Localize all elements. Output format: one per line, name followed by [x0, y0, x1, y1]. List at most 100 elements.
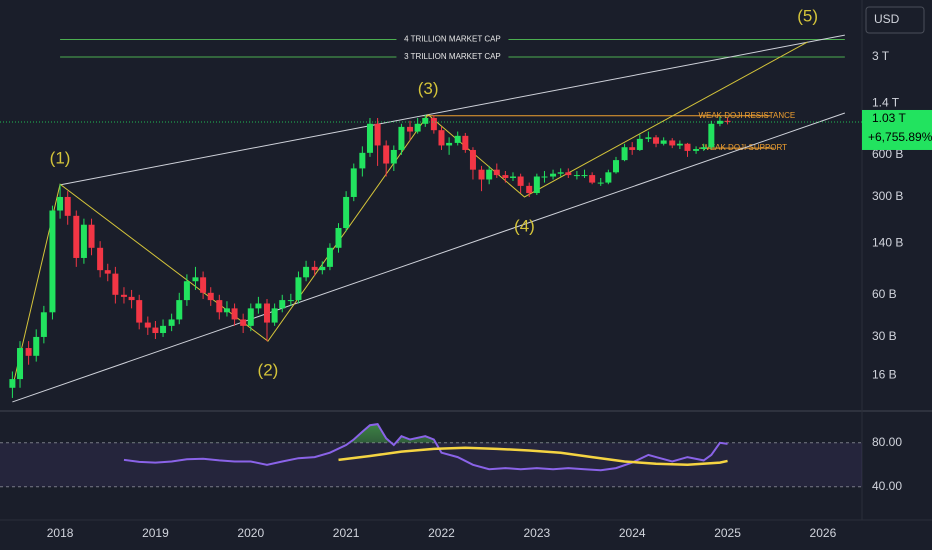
y-tick-label: 3 T — [872, 49, 890, 63]
candle-body — [49, 210, 56, 313]
wave-label: (5) — [797, 6, 818, 25]
candle-body — [255, 303, 262, 309]
x-tick-label: 2021 — [333, 526, 360, 540]
candle-body — [550, 173, 557, 177]
candle-body — [414, 123, 421, 132]
candle-body — [120, 294, 127, 297]
candle-body — [573, 175, 580, 177]
candle-body — [676, 143, 683, 146]
candle-body — [407, 126, 414, 132]
candle-body — [454, 135, 461, 143]
indicator-tick-label: 80.00 — [872, 435, 902, 449]
candle-body — [493, 169, 500, 176]
candle-body — [446, 142, 453, 146]
y-tick-label: 30 B — [872, 329, 897, 343]
overbought-fill — [123, 424, 728, 443]
candle-body — [160, 325, 167, 334]
candle-body — [88, 224, 95, 248]
y-tick-label: 1.4 T — [872, 95, 900, 109]
candle-body — [708, 123, 715, 148]
candle-body — [526, 185, 533, 194]
candle-body — [502, 175, 509, 178]
candle-body — [144, 322, 151, 328]
candle-body — [612, 160, 619, 173]
x-tick-label: 2026 — [810, 526, 837, 540]
currency-label[interactable]: USD — [874, 12, 900, 26]
x-tick-label: 2018 — [47, 526, 74, 540]
candle-body — [469, 149, 476, 170]
candle-body — [152, 327, 159, 334]
candle-body — [104, 270, 111, 274]
candle-body — [271, 308, 278, 323]
candle-body — [17, 348, 24, 380]
y-tick-label: 600 B — [872, 147, 903, 161]
candle-body — [462, 135, 469, 150]
x-tick-label: 2019 — [142, 526, 169, 540]
indicator-line — [123, 423, 728, 472]
candle-body — [438, 130, 445, 146]
candle-body — [374, 123, 381, 146]
candle-body — [343, 196, 350, 229]
x-tick-label: 2023 — [523, 526, 550, 540]
level-label: WEAK DOJI RESISTANCE — [698, 111, 795, 120]
y-tick-label: 300 B — [872, 189, 903, 203]
candle-body — [660, 140, 667, 144]
candle-body — [80, 224, 87, 258]
candle-body — [716, 120, 723, 124]
x-tick-label: 2022 — [428, 526, 455, 540]
candle-body — [669, 140, 676, 146]
candle-body — [168, 319, 175, 326]
candle-body — [589, 175, 596, 183]
candle-body — [350, 168, 357, 197]
candle-body — [240, 319, 247, 326]
candle-body — [33, 336, 40, 356]
candle-body — [390, 149, 397, 164]
candle-body — [510, 176, 517, 178]
candle-body — [629, 147, 636, 150]
candle-body — [645, 137, 652, 139]
currency-box[interactable] — [865, 6, 925, 34]
candle-body — [231, 308, 238, 320]
candle-body — [636, 138, 643, 150]
candle-body — [517, 176, 524, 186]
y-tick-label: 16 B — [872, 367, 897, 381]
candle-body — [422, 117, 429, 124]
candle-body — [597, 182, 604, 184]
candle-body — [366, 123, 373, 153]
x-tick-label: 2024 — [619, 526, 646, 540]
candle-body — [287, 300, 294, 302]
candle-body — [192, 277, 199, 282]
candle-body — [176, 300, 183, 320]
candle-body — [295, 277, 302, 301]
candle-body — [700, 147, 707, 150]
candle-body — [605, 172, 612, 183]
candle-body — [128, 296, 135, 301]
level-label-bg — [396, 33, 509, 46]
x-tick-label: 2020 — [237, 526, 264, 540]
candle-body — [359, 152, 366, 169]
candle-body — [303, 266, 310, 278]
candle-body — [724, 120, 731, 122]
candle-body — [557, 172, 564, 174]
candle-body — [478, 169, 485, 180]
candle-body — [73, 215, 80, 258]
candle-body — [486, 169, 493, 180]
candle-body — [263, 303, 270, 323]
wave-label: (2) — [258, 361, 279, 380]
trendline — [59, 34, 845, 186]
y-tick-label: 60 B — [872, 287, 897, 301]
level-label: 3 TRILLION MARKET CAP — [404, 52, 501, 61]
indicator-tick-label: 40.00 — [872, 479, 902, 493]
candle-body — [319, 266, 326, 271]
candle-body — [326, 247, 333, 267]
change-label: +6,755.89% — [868, 130, 932, 144]
level-label-bg — [396, 50, 509, 63]
candle-body — [64, 196, 71, 216]
candle-body — [653, 137, 660, 144]
candle-body — [541, 176, 548, 178]
candle-body — [684, 143, 691, 151]
x-tick-label: 2025 — [714, 526, 741, 540]
wave-label: (3) — [418, 79, 439, 98]
